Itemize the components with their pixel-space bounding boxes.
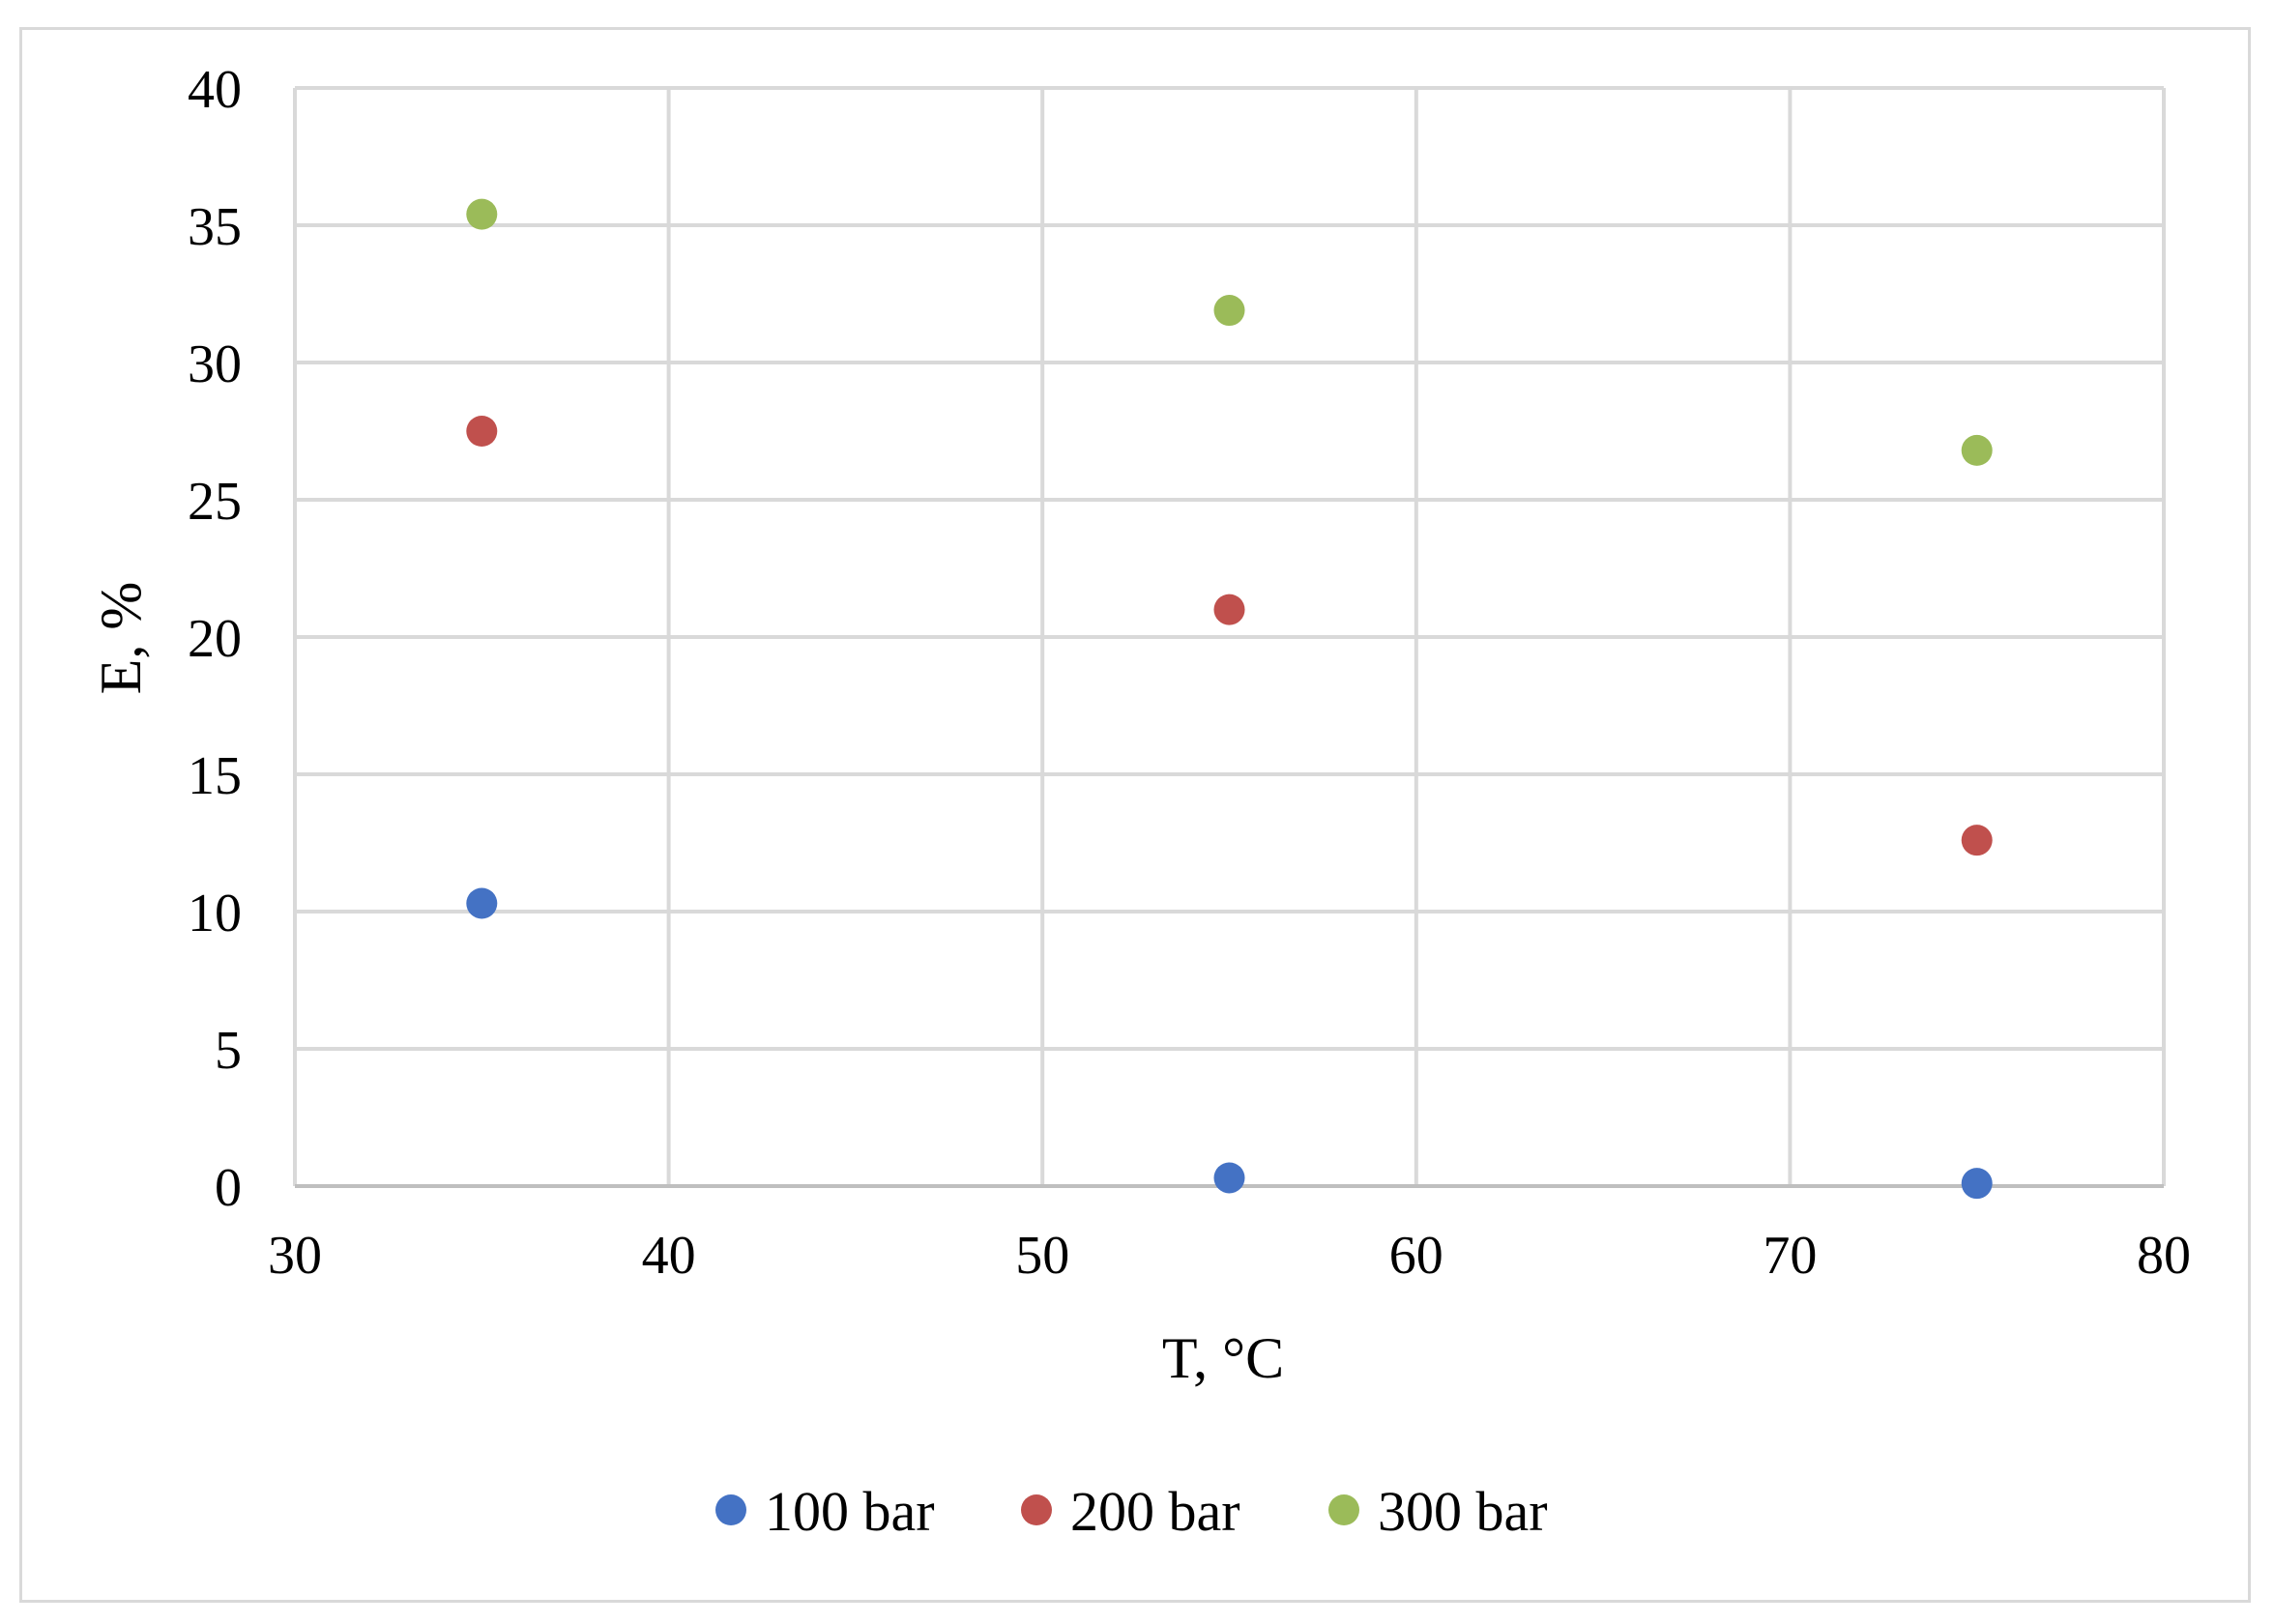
y-tick-label: 20 — [188, 609, 242, 669]
legend-label: 200 bar — [1070, 1480, 1240, 1543]
x-tick-label: 70 — [1763, 1226, 1817, 1286]
y-tick-label: 25 — [188, 472, 242, 532]
x-tick-label: 30 — [268, 1226, 322, 1286]
grid-layer — [293, 86, 2166, 1186]
data-point-series-1 — [1961, 1168, 1993, 1200]
data-point-series-3 — [466, 198, 498, 230]
chart-frame — [19, 27, 2251, 1603]
x-tick-label: 50 — [1015, 1226, 1069, 1286]
data-point-series-2 — [1213, 594, 1245, 625]
y-axis-title: E, % — [89, 582, 153, 695]
tick-labels: 0 5 10 15 20 25 30 35 40 30 40 50 60 70 80 — [188, 60, 2191, 1286]
data-points — [466, 198, 1993, 1200]
legend-marker — [1328, 1494, 1359, 1525]
y-tick-label: 40 — [188, 60, 242, 120]
legend-marker — [715, 1494, 746, 1525]
legend-marker — [1021, 1494, 1052, 1525]
y-tick-label: 15 — [188, 746, 242, 806]
data-point-series-2 — [466, 416, 498, 447]
x-tick-label: 40 — [642, 1226, 696, 1286]
x-tick-label: 60 — [1389, 1226, 1443, 1286]
y-tick-label: 5 — [215, 1021, 242, 1081]
y-tick-label: 0 — [215, 1158, 242, 1218]
legend: 100 bar 200 bar 300 bar — [715, 1480, 1548, 1543]
y-tick-label: 30 — [188, 334, 242, 394]
data-point-series-2 — [1961, 825, 1993, 856]
x-axis-title: T, °C — [1162, 1326, 1284, 1390]
x-tick-label: 80 — [2137, 1226, 2191, 1286]
data-point-series-1 — [1213, 1162, 1245, 1194]
data-point-series-3 — [1213, 295, 1245, 327]
data-point-series-3 — [1961, 434, 1993, 466]
data-point-series-1 — [466, 887, 498, 919]
legend-label: 300 bar — [1378, 1480, 1548, 1543]
y-tick-label: 35 — [188, 197, 242, 257]
legend-label: 100 bar — [765, 1480, 935, 1543]
y-tick-label: 10 — [188, 884, 242, 943]
